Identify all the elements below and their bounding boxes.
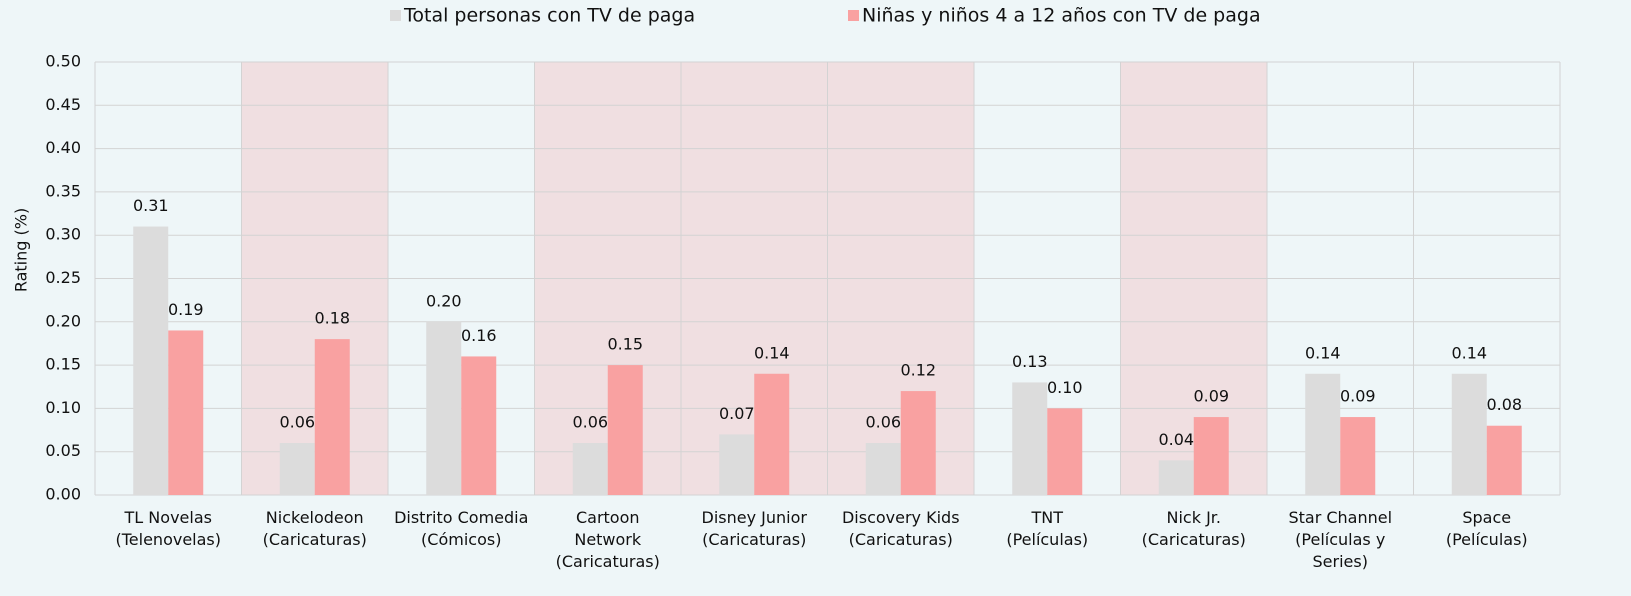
x-tick-label: Discovery Kids (Caricaturas) — [841, 508, 960, 549]
bar — [1012, 382, 1048, 495]
bar — [1486, 425, 1522, 495]
bar — [133, 226, 169, 496]
y-tick-label: 0.45 — [45, 95, 81, 114]
y-tick-label: 0.30 — [45, 225, 81, 244]
data-label: 0.04 — [1158, 430, 1194, 449]
x-tick-label: Space (Películas) — [1445, 508, 1528, 549]
data-label: 0.16 — [461, 326, 497, 345]
data-label: 0.19 — [168, 300, 204, 319]
bar — [1451, 373, 1487, 495]
bar — [461, 356, 497, 495]
data-label: 0.06 — [279, 413, 315, 432]
data-label: 0.12 — [900, 361, 936, 380]
bar — [279, 443, 315, 495]
y-tick-label: 0.10 — [45, 398, 81, 417]
y-tick-label: 0.00 — [45, 485, 81, 504]
bar — [572, 443, 608, 495]
data-label: 0.10 — [1047, 378, 1083, 397]
y-tick-label: 0.20 — [45, 311, 81, 330]
y-tick-label: 0.50 — [45, 52, 81, 71]
x-tick-label: Star Channel (Películas y Series) — [1288, 508, 1393, 571]
bar — [607, 365, 643, 495]
legend-label: Niñas y niños 4 a 12 años con TV de paga — [862, 5, 1261, 27]
data-label: 0.18 — [314, 309, 350, 328]
bar — [1047, 408, 1083, 495]
data-label: 0.09 — [1193, 387, 1229, 406]
y-axis-label: Rating (%) — [12, 208, 31, 292]
y-tick-label: 0.35 — [45, 181, 81, 200]
x-tick-label: Cartoon Network (Caricaturas) — [555, 508, 660, 571]
data-label: 0.14 — [1451, 343, 1487, 362]
legend-swatch — [390, 10, 401, 21]
bar — [314, 339, 350, 495]
x-tick-label: TL Novelas (Telenovelas) — [115, 508, 222, 549]
bar — [1158, 460, 1194, 495]
data-label: 0.07 — [719, 404, 755, 423]
data-label: 0.13 — [1012, 352, 1048, 371]
y-tick-label: 0.15 — [45, 355, 81, 374]
bar — [1305, 373, 1341, 495]
x-tick-label: Nickelodeon (Caricaturas) — [262, 508, 367, 549]
data-label: 0.06 — [865, 413, 901, 432]
legend-swatch — [848, 10, 859, 21]
data-label: 0.20 — [426, 291, 462, 310]
data-label: 0.06 — [572, 413, 608, 432]
bar — [1193, 417, 1229, 495]
legend-label: Total personas con TV de paga — [403, 5, 695, 27]
bar — [719, 434, 755, 495]
y-tick-label: 0.05 — [45, 441, 81, 460]
y-tick-label: 0.40 — [45, 138, 81, 157]
x-tick-label: TNT (Películas) — [1006, 508, 1089, 549]
bar — [168, 330, 204, 495]
data-label: 0.08 — [1486, 395, 1522, 414]
bar — [900, 391, 936, 495]
x-tick-label: Disney Junior (Caricaturas) — [701, 508, 807, 549]
bar — [754, 373, 790, 495]
x-tick-label: Nick Jr. (Caricaturas) — [1141, 508, 1246, 549]
data-label: 0.31 — [133, 196, 169, 215]
bar — [1340, 417, 1376, 495]
data-label: 0.09 — [1340, 387, 1376, 406]
data-label: 0.15 — [607, 335, 643, 354]
x-tick-label: Distrito Comedia (Cómicos) — [394, 508, 529, 549]
y-tick-label: 0.25 — [45, 268, 81, 287]
data-label: 0.14 — [1305, 343, 1341, 362]
data-label: 0.14 — [754, 343, 790, 362]
bar — [426, 321, 462, 495]
bar — [865, 443, 901, 495]
